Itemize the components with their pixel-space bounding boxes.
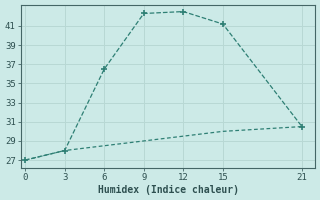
- X-axis label: Humidex (Indice chaleur): Humidex (Indice chaleur): [98, 185, 239, 195]
